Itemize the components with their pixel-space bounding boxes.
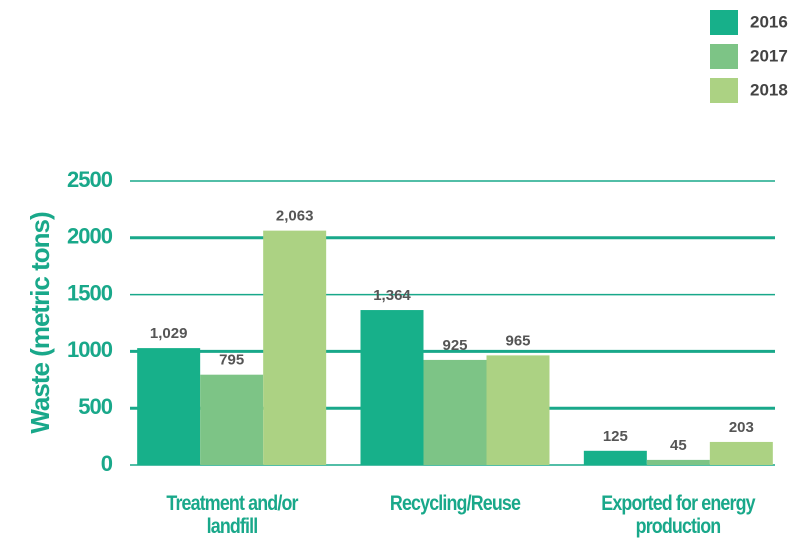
value-label: 1,029: [150, 325, 188, 342]
x-tick-label: Recycling/Reuse: [389, 492, 521, 515]
legend-label: 2016: [750, 12, 788, 31]
x-tick-label: Treatment and/or landfill: [166, 492, 298, 538]
value-label: 795: [219, 352, 244, 369]
value-label: 125: [603, 428, 628, 445]
bar: [709, 441, 773, 465]
y-tick-label: 1500: [67, 280, 113, 305]
legend-swatch: [710, 44, 738, 69]
bar: [423, 359, 487, 465]
bar: [200, 374, 264, 465]
value-label: 45: [670, 437, 687, 454]
y-tick-label: 500: [78, 394, 112, 419]
bar: [646, 459, 710, 465]
value-label: 203: [729, 419, 754, 436]
bar: [360, 310, 424, 465]
value-label: 1,364: [373, 287, 411, 304]
legend-label: 2017: [750, 46, 788, 65]
value-label: 2,063: [276, 208, 314, 225]
bar: [137, 348, 201, 465]
value-label: 965: [505, 332, 530, 349]
x-tick-label: Exported for energy production: [601, 492, 756, 538]
bar: [583, 450, 647, 465]
legend-label: 2018: [750, 80, 788, 99]
legend-swatch: [710, 78, 738, 103]
y-tick-label: 2500: [67, 167, 113, 192]
bar: [486, 355, 550, 465]
y-tick-label: 2000: [67, 224, 113, 249]
legend-swatch: [710, 10, 738, 35]
y-tick-label: 0: [101, 451, 113, 476]
bar: [263, 230, 327, 465]
y-axis-label: Waste (metric tons): [25, 212, 55, 434]
value-label: 925: [442, 337, 467, 354]
y-tick-label: 1000: [67, 337, 113, 362]
